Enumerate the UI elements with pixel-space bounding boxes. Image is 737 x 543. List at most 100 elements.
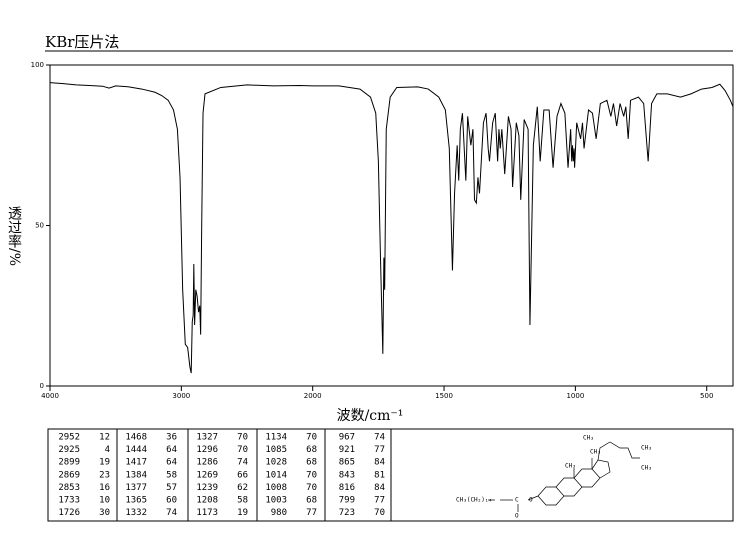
peak-transmittance: 77	[374, 496, 385, 506]
peak-wavenumber: 2869	[58, 470, 80, 480]
peak-wavenumber: 1028	[265, 458, 287, 468]
x-tick-label: 500	[700, 392, 713, 400]
peak-transmittance: 64	[166, 458, 177, 468]
x-tick-label: 1500	[435, 392, 453, 400]
peak-transmittance: 60	[166, 496, 177, 506]
peak-wavenumber: 1239	[196, 483, 218, 493]
peak-transmittance: 74	[237, 458, 248, 468]
peak-transmittance: 74	[166, 508, 177, 518]
peak-transmittance: 68	[306, 445, 317, 455]
peak-wavenumber: 1286	[196, 458, 218, 468]
peak-wavenumber: 799	[339, 496, 355, 506]
peak-transmittance: 70	[374, 508, 385, 518]
peak-wavenumber: 1726	[58, 508, 80, 518]
x-axis-label: 波数/cm⁻¹	[337, 408, 404, 424]
ring-a	[537, 486, 565, 506]
structure-label: CH₃	[641, 465, 652, 472]
peak-wavenumber: 1208	[196, 496, 218, 506]
peak-transmittance: 58	[237, 496, 248, 506]
peak-wavenumber: 1365	[125, 496, 147, 506]
peak-wavenumber: 921	[339, 445, 355, 455]
peak-wavenumber: 1003	[265, 496, 287, 506]
peak-transmittance: 77	[306, 508, 317, 518]
peak-wavenumber: 1384	[125, 470, 147, 480]
structure-label: O	[529, 497, 533, 504]
peak-wavenumber: 865	[339, 458, 355, 468]
peak-transmittance: 70	[306, 483, 317, 493]
peak-transmittance: 70	[237, 445, 248, 455]
peak-transmittance: 19	[237, 508, 248, 518]
peak-wavenumber: 1327	[196, 433, 218, 443]
x-tick-label: 2000	[304, 392, 322, 400]
peak-wavenumber: 2952	[58, 433, 80, 443]
table-dividers	[116, 429, 392, 521]
structure-label: CH₃	[565, 463, 576, 470]
peak-wavenumber: 1377	[125, 483, 147, 493]
peak-transmittance: 68	[306, 458, 317, 468]
peak-transmittance: 70	[306, 433, 317, 443]
plot-frame	[49, 64, 734, 387]
y-tick-label: 100	[31, 61, 44, 69]
x-tick-label: 3000	[172, 392, 190, 400]
peak-wavenumber: 1444	[125, 445, 147, 455]
peak-transmittance: 16	[99, 483, 110, 493]
peak-transmittance: 12	[99, 433, 110, 443]
x-tick-label: 1000	[566, 392, 584, 400]
ring-b	[555, 477, 583, 497]
structure-labels: CH₃ CH₃ CH₃ CH₃ CH₃ CH₃(CH₂)₁₄ C O O	[456, 435, 652, 520]
peak-wavenumber: 2853	[58, 483, 80, 493]
structure-label: CH₃(CH₂)₁₄	[456, 497, 492, 504]
peak-wavenumber: 1417	[125, 458, 147, 468]
peak-transmittance: 64	[166, 445, 177, 455]
peak-wavenumber: 1085	[265, 445, 287, 455]
peak-transmittance: 84	[374, 458, 385, 468]
ring-c	[573, 468, 601, 488]
peak-transmittance: 36	[166, 433, 177, 443]
structure-label: CH₃	[590, 449, 601, 456]
peak-wavenumber: 1014	[265, 470, 287, 480]
peak-transmittance: 68	[306, 496, 317, 506]
peak-wavenumber: 1468	[125, 433, 147, 443]
structure-label: CH₃	[583, 435, 594, 442]
peak-transmittance: 58	[166, 470, 177, 480]
peak-wavenumber: 980	[271, 508, 287, 518]
peak-transmittance: 84	[374, 483, 385, 493]
peak-transmittance: 70	[306, 470, 317, 480]
peak-transmittance: 70	[237, 433, 248, 443]
peak-wavenumber: 816	[339, 483, 355, 493]
y-axis-label: 透过率/%	[6, 206, 22, 266]
peak-transmittance: 23	[99, 470, 110, 480]
peak-transmittance: 30	[99, 508, 110, 518]
structure-label: C	[515, 497, 519, 504]
peak-wavenumber: 1173	[196, 508, 218, 518]
x-tick-label: 4000	[41, 392, 59, 400]
peak-transmittance: 10	[99, 496, 110, 506]
peak-transmittance: 19	[99, 458, 110, 468]
peak-wavenumber: 1296	[196, 445, 218, 455]
peak-wavenumber: 1269	[196, 470, 218, 480]
structure-label: CH₃	[641, 445, 652, 452]
peak-wavenumber: 1008	[265, 483, 287, 493]
peak-wavenumber: 2925	[58, 445, 80, 455]
peak-transmittance: 81	[374, 470, 385, 480]
peak-wavenumber: 1332	[125, 508, 147, 518]
peak-wavenumber: 967	[339, 433, 355, 443]
peak-wavenumber: 2899	[58, 458, 80, 468]
structure	[488, 441, 640, 512]
ring-d	[591, 459, 611, 479]
peak-wavenumber: 843	[339, 470, 355, 480]
spectrum-line	[49, 82, 734, 374]
y-tick-label: 0	[40, 382, 44, 390]
chart-title: KBr压片法	[45, 33, 119, 51]
peak-transmittance: 57	[166, 483, 177, 493]
peak-transmittance: 74	[374, 433, 385, 443]
peak-transmittance: 77	[374, 445, 385, 455]
y-tick-label: 50	[35, 222, 44, 230]
peak-wavenumber: 723	[339, 508, 355, 518]
side-chain	[597, 441, 640, 461]
peak-transmittance: 62	[237, 483, 248, 493]
peak-wavenumber: 1134	[265, 433, 287, 443]
peak-transmittance: 66	[237, 470, 248, 480]
